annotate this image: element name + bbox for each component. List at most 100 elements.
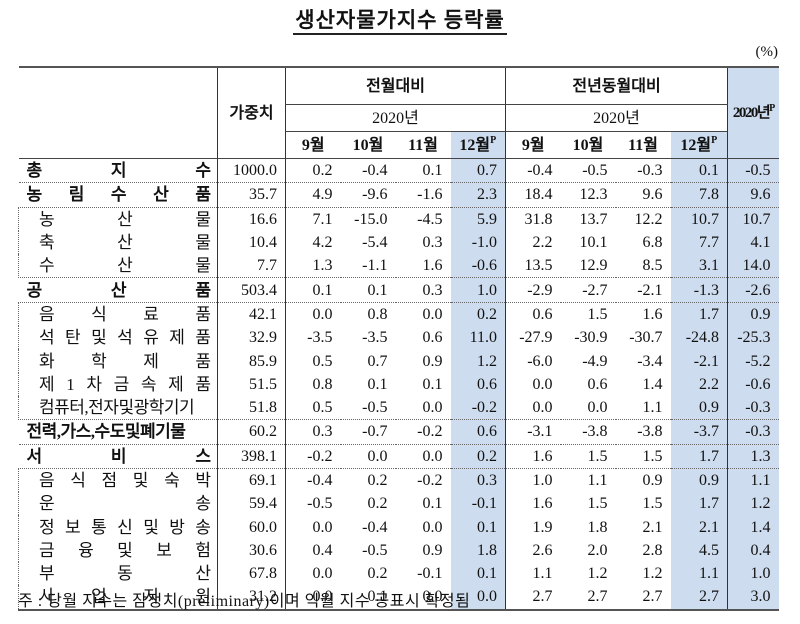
mom-cell: 1.3 xyxy=(285,254,341,279)
mom-cell: 0.1 xyxy=(340,585,396,611)
yoy-cell: 1.5 xyxy=(587,495,608,513)
mom-cell: 0.7 xyxy=(450,158,506,184)
mom-cell: 0.0 xyxy=(450,585,506,611)
table-row: 부 동 산 67.8 0.0 0.2 -0.1 0.1 1.1 1.2 1.2 1.1 1.0 xyxy=(18,562,779,586)
mom-cell: -1.1 xyxy=(340,254,396,279)
yoy-cell: 0.6 xyxy=(587,375,608,393)
yoy-cell: 12.2 xyxy=(634,210,663,228)
mom-cell: -0.2 xyxy=(395,419,451,445)
yoy-cell: -24.8 xyxy=(670,326,728,350)
table-title: 생산자물가지수 등락률 xyxy=(0,4,800,35)
yoy-cell: 8.5 xyxy=(615,254,671,279)
mom-cell: 0.3 xyxy=(395,277,451,303)
mom-cell: 0.0 xyxy=(395,585,451,611)
mom-cell: -5.4 xyxy=(362,234,388,252)
mom-cell: 1.0 xyxy=(450,277,506,303)
table-row: 제 1 차 금 속 제 품 51.5 0.8 0.1 0.1 0.6 0.0 0.6 1.4 2.2 -0.6 xyxy=(18,372,779,396)
weight-cell: 69.1 xyxy=(217,468,286,493)
yoy-cell: 2.1 xyxy=(670,515,728,539)
table-row: 서 비 스 398.1 -0.2 0.0 0.0 0.2 1.6 1.5 1.5 1.7 1.3 xyxy=(18,444,779,469)
mom-cell: 0.2 xyxy=(450,302,506,327)
weight-cell: 32.9 xyxy=(217,326,286,350)
mom-cell: -1.0 xyxy=(450,230,506,255)
table-row: 음 식 료 품 42.1 0.0 0.8 0.0 0.2 0.6 1.5 1.6 1.7 0.9 xyxy=(18,302,779,327)
mom-cell: 0.1 xyxy=(367,375,388,393)
weight-cell: 31.2 xyxy=(217,585,286,611)
footnote: 주 : 당월 지수는 잠정치(preliminary)이며 익월 지수 공표시 … xyxy=(18,593,471,610)
mom-cell: 0.0 xyxy=(395,395,451,421)
yoy-cell: 4.5 xyxy=(670,538,728,563)
mom-cell: 2.3 xyxy=(450,182,506,208)
table-row: 공 산 품 503.4 0.1 0.1 0.3 1.0 -2.9 -2.7 -2.1 -1.3 -2.6 xyxy=(18,277,779,303)
mom-cell: 4.2 xyxy=(285,230,341,255)
yoy-cell: 1.1 xyxy=(670,562,728,586)
yoy-cell: -2.7 xyxy=(560,277,616,303)
annual-cell: -0.5 xyxy=(727,158,779,184)
weight-cell: 60.2 xyxy=(217,419,286,445)
yoy-cell: 2.7 xyxy=(560,585,616,611)
mom-cell: 0.2 xyxy=(367,565,388,583)
yoy-cell: 10.1 xyxy=(579,234,608,252)
header-yoy-year: 2020년 xyxy=(505,104,728,132)
yoy-cell: 1.6 xyxy=(505,444,561,469)
yoy-cell: 10.7 xyxy=(670,207,728,231)
annual-cell: 14.0 xyxy=(727,254,779,279)
mom-cell: 0.2 xyxy=(367,472,388,489)
mom-cell: 0.2 xyxy=(450,444,506,469)
mom-cell: 1.8 xyxy=(450,538,506,563)
weight-cell: 1000.0 xyxy=(217,158,286,184)
header-mom-month: 10월 xyxy=(340,131,396,159)
header-mom-month: 12월P xyxy=(450,131,506,159)
mom-cell: 0.9 xyxy=(422,541,443,559)
mom-cell: -0.5 xyxy=(340,395,396,421)
yoy-cell: 9.6 xyxy=(615,182,671,208)
yoy-cell: 0.1 xyxy=(670,158,728,184)
table-row: 운 송 59.4 -0.5 0.2 0.1 -0.1 1.6 1.5 1.5 1.7 1.2 xyxy=(18,492,779,516)
table-row: 총 지 수 1000.0 0.2 -0.4 0.1 0.7 -0.4 -0.5 -0.3 0.1 -0.… xyxy=(18,158,779,184)
annual-cell: 0.4 xyxy=(727,538,779,563)
mom-cell: 0.1 xyxy=(285,277,341,303)
mom-cell: 0.5 xyxy=(285,349,341,373)
annual-cell: -0.3 xyxy=(727,395,779,421)
yoy-cell: 1.6 xyxy=(642,305,663,323)
mom-cell: 0.1 xyxy=(395,158,451,184)
yoy-cell: 1.8 xyxy=(587,518,608,536)
mom-cell: 0.1 xyxy=(340,277,396,303)
yoy-cell: 18.4 xyxy=(505,182,561,208)
weight-cell: 59.4 xyxy=(217,492,286,516)
table-row: 사 업 지 원 31.2 0.0 0.1 0.0 0.0 2.7 2.7 2.7 2.7 3.0 xyxy=(18,585,779,611)
yoy-cell: 2.7 xyxy=(670,585,728,611)
yoy-cell: 1.2 xyxy=(587,565,608,583)
table-row: 음 식 점 및 숙 박 69.1 -0.4 0.2 -0.2 0.3 1.0 1.1 0.9 0.9 1.1 xyxy=(18,468,779,493)
yoy-cell: 1.0 xyxy=(505,468,561,493)
annual-cell: 1.4 xyxy=(727,515,779,539)
yoy-cell: -3.1 xyxy=(505,419,561,445)
yoy-cell: -2.9 xyxy=(505,277,561,303)
annual-cell: 4.1 xyxy=(727,230,779,255)
annual-cell: 1.1 xyxy=(727,468,779,493)
mom-cell: 0.0 xyxy=(422,305,443,323)
yoy-cell: 1.4 xyxy=(642,375,663,393)
yoy-cell: 13.5 xyxy=(505,254,561,279)
yoy-cell: 12.3 xyxy=(560,182,616,208)
table-row: 전력,가스,수도및폐기물 60.2 0.3 -0.7 -0.2 0.6 -3.1 -3.8 -3… xyxy=(18,419,779,445)
header-mom-year: 2020년 xyxy=(284,104,506,132)
yoy-cell: 0.0 xyxy=(560,395,616,421)
mom-cell: 7.1 xyxy=(285,207,341,231)
mom-cell: 0.0 xyxy=(285,515,341,539)
mom-cell: 0.8 xyxy=(367,305,388,323)
yoy-cell: -2.1 xyxy=(670,349,728,373)
yoy-cell: 1.5 xyxy=(587,305,608,323)
header-yoy-group: 전년동월대비 xyxy=(505,66,728,105)
mom-cell: -3.5 xyxy=(285,326,341,350)
yoy-cell: -30.7 xyxy=(629,329,663,347)
mom-cell: 1.6 xyxy=(395,254,451,279)
header-annual: 2020년P xyxy=(727,66,779,159)
annual-cell: 1.2 xyxy=(727,492,779,516)
yoy-cell: 12.9 xyxy=(560,254,616,279)
